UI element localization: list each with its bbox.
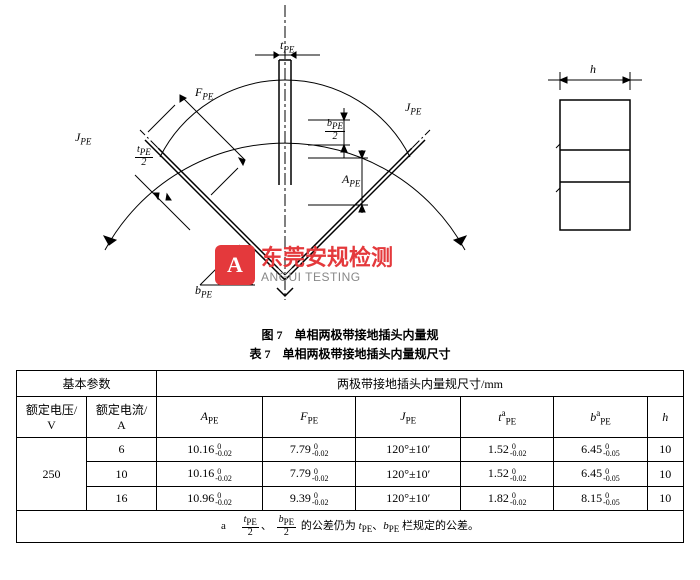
cell-b: 6.45 0-0.05: [554, 462, 647, 486]
cell-a: 10.96 0-0.02: [157, 486, 263, 510]
label-h: h: [590, 62, 596, 77]
table-row: 额定电压/ V 额定电流/ A APE FPE JPE taPE baPE h: [17, 397, 684, 438]
cell-f: 7.79 0-0.02: [263, 462, 356, 486]
cell-f: 9.39 0-0.02: [263, 486, 356, 510]
label-jpe-left: JPE: [75, 130, 91, 146]
cell-current: 6: [87, 438, 157, 462]
col-h: h: [647, 397, 683, 438]
spec-table: 基本参数 两极带接地插头内量规尺寸/mm 额定电压/ V 额定电流/ A APE…: [16, 370, 684, 543]
table-footnote: a tPE2、 bPE2 的公差仍为 tPE、bPE 栏规定的公差。: [17, 511, 684, 543]
table-row: 250 6 10.16 0-0.02 7.79 0-0.02 120°±10′ …: [17, 438, 684, 462]
cell-b: 6.45 0-0.05: [554, 438, 647, 462]
drawing-side: [530, 60, 670, 260]
cell-t: 1.52 0-0.02: [461, 462, 554, 486]
cell-voltage: 250: [17, 438, 87, 511]
col-voltage: 额定电压/ V: [17, 397, 87, 438]
cell-j: 120°±10′: [356, 462, 461, 486]
col-t: taPE: [461, 397, 554, 438]
cell-current: 16: [87, 486, 157, 510]
col-j: JPE: [356, 397, 461, 438]
cell-f: 7.79 0-0.02: [263, 438, 356, 462]
table-row: 16 10.96 0-0.02 9.39 0-0.02 120°±10′ 1.8…: [17, 486, 684, 510]
col-f: FPE: [263, 397, 356, 438]
figure-caption: 图 7 单相两极带接地插头内量规: [0, 326, 700, 343]
cell-h: 10: [647, 438, 683, 462]
label-tpe-over-2: tPE2: [133, 145, 155, 168]
label-bpe: bPE: [195, 283, 212, 299]
label-fpe: FPE: [195, 85, 213, 101]
cell-t: 1.52 0-0.02: [461, 438, 554, 462]
watermark-logo: A: [215, 245, 255, 285]
col-a: APE: [157, 397, 263, 438]
label-ape: APE: [342, 172, 360, 188]
label-bpe-over-2: bPE2: [323, 119, 347, 142]
watermark-en: ANGUI TESTING: [261, 271, 393, 284]
table-caption: 表 7 单相两极带接地插头内量规尺寸: [0, 345, 700, 362]
table-row: 10 10.16 0-0.02 7.79 0-0.02 120°±10′ 1.5…: [17, 462, 684, 486]
watermark-cn: 东莞安规检测: [261, 246, 393, 270]
cell-h: 10: [647, 486, 683, 510]
col-b: baPE: [554, 397, 647, 438]
cell-b: 8.15 0-0.05: [554, 486, 647, 510]
col-current: 额定电流/ A: [87, 397, 157, 438]
captions: 图 7 单相两极带接地插头内量规 表 7 单相两极带接地插头内量规尺寸: [0, 326, 700, 362]
figure-area: JPE JPE FPE tPE bPE2 APE tPE2 bPE: [0, 0, 700, 320]
header-dimensions: 两极带接地插头内量规尺寸/mm: [157, 371, 684, 397]
watermark: A 东莞安规检测 ANGUI TESTING: [215, 245, 393, 285]
label-jpe-right: JPE: [405, 100, 421, 116]
table-row: 基本参数 两极带接地插头内量规尺寸/mm: [17, 371, 684, 397]
cell-a: 10.16 0-0.02: [157, 462, 263, 486]
cell-h: 10: [647, 462, 683, 486]
cell-a: 10.16 0-0.02: [157, 438, 263, 462]
header-basic-params: 基本参数: [17, 371, 157, 397]
label-tpe: tPE: [280, 38, 294, 54]
cell-current: 10: [87, 462, 157, 486]
cell-j: 120°±10′: [356, 486, 461, 510]
cell-t: 1.82 0-0.02: [461, 486, 554, 510]
table-row: a tPE2、 bPE2 的公差仍为 tPE、bPE 栏规定的公差。: [17, 511, 684, 543]
cell-j: 120°±10′: [356, 438, 461, 462]
